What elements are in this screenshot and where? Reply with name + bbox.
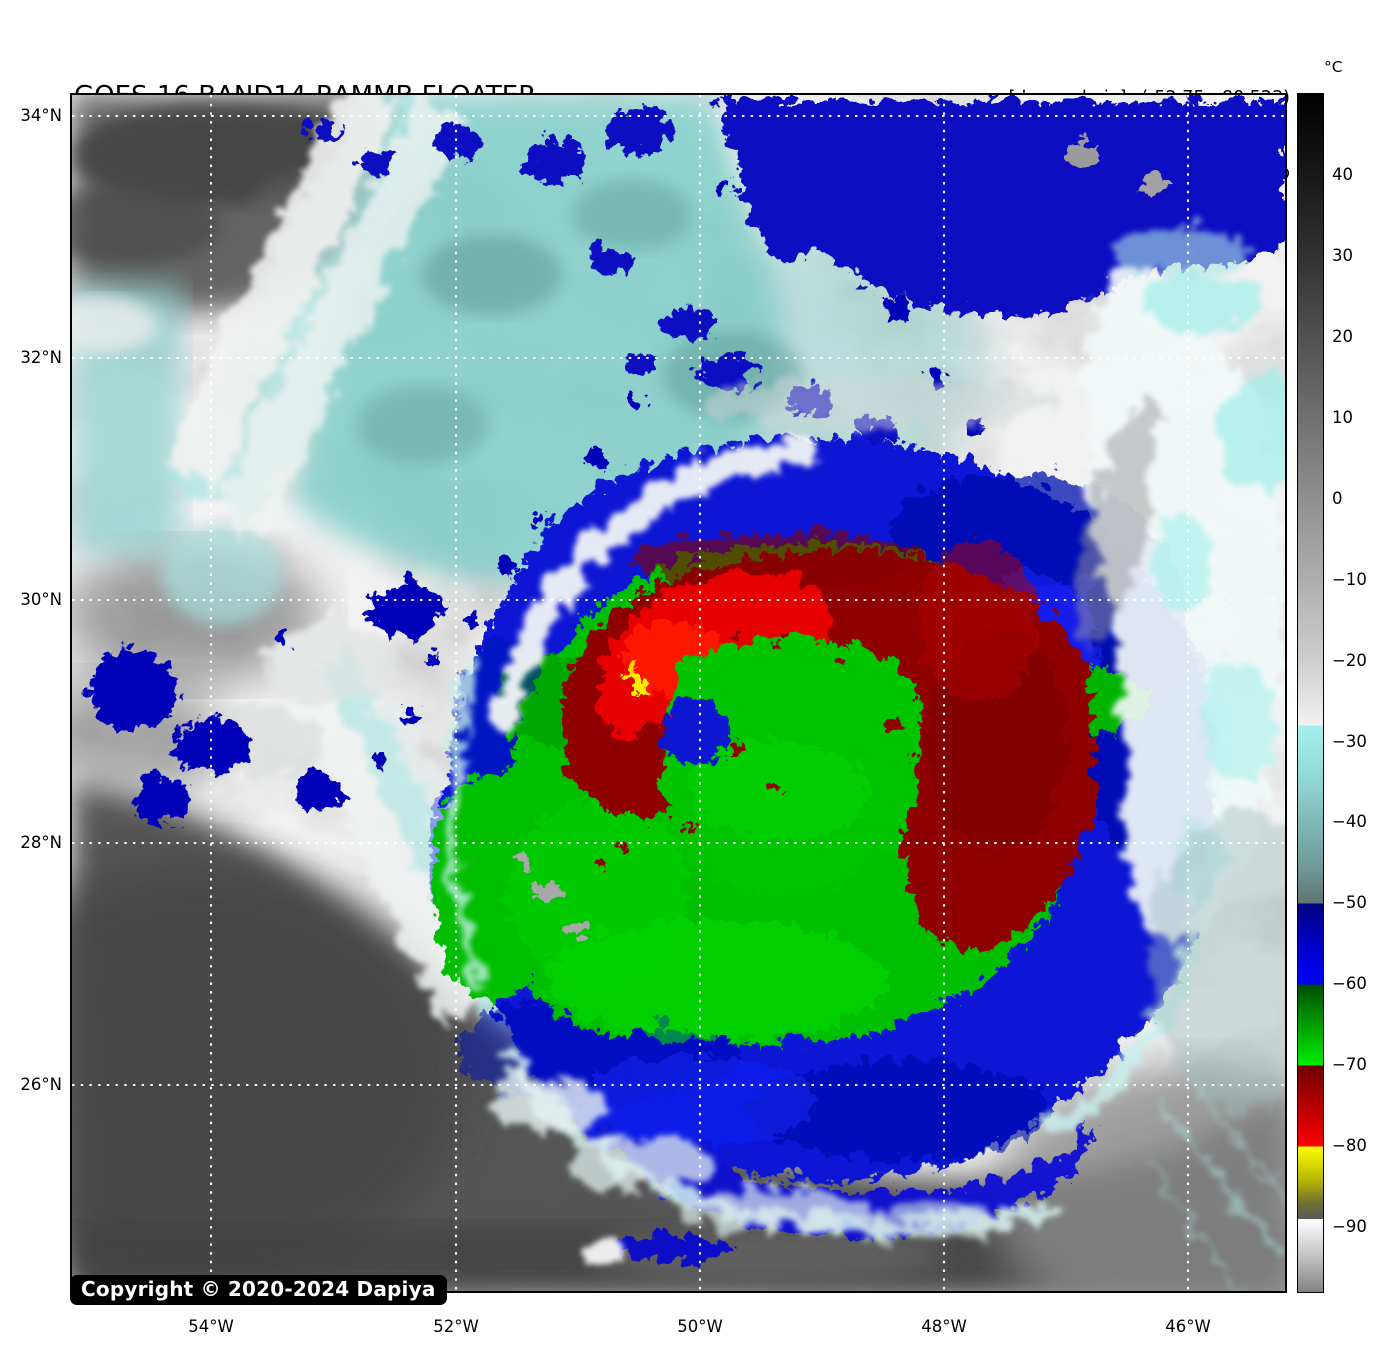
storm-inner-moat xyxy=(507,623,919,933)
lat-tick-label: 30°N xyxy=(20,590,62,609)
gray-warm-holes xyxy=(507,848,584,933)
lon-tick-label: 48°W xyxy=(921,1317,967,1336)
satellite-map: Copyright © 2020-2024 Dapiya xyxy=(70,93,1287,1305)
lon-tick-label: 46°W xyxy=(1165,1317,1211,1336)
east-white-swath xyxy=(1068,220,1285,1287)
lon-tick-label: 52°W xyxy=(433,1317,479,1336)
colorbar-tick-label: −30 xyxy=(1332,731,1367,751)
lat-tick-label: 32°N xyxy=(20,348,62,367)
colorbar xyxy=(1297,93,1324,1293)
colorbar-tick-label: −10 xyxy=(1332,569,1367,589)
colorbar-tick-label: −40 xyxy=(1332,812,1367,832)
colorbar-tick-label: −90 xyxy=(1332,1216,1367,1236)
colorbar-tick-label: 40 xyxy=(1332,165,1353,185)
lon-tick-label: 54°W xyxy=(188,1317,234,1336)
lon-tick-label: 50°W xyxy=(677,1317,723,1336)
graticule xyxy=(72,95,1285,1291)
colorbar-tick-label: −60 xyxy=(1332,974,1367,994)
colorbar-tick-label: 20 xyxy=(1332,327,1353,347)
colorbar-tick-label: 30 xyxy=(1332,246,1353,266)
colorbar-tick-label: −80 xyxy=(1332,1135,1367,1155)
lat-tick-label: 34°N xyxy=(20,106,62,125)
copyright-badge: Copyright © 2020-2024 Dapiya xyxy=(70,1275,447,1305)
colorbar-tick-label: 0 xyxy=(1332,488,1343,508)
white-cloud-bands xyxy=(153,95,563,1047)
lat-tick-label: 28°N xyxy=(20,833,62,852)
colorbar-tick-label: 10 xyxy=(1332,408,1353,427)
colorbar-tick-label: −50 xyxy=(1332,893,1367,913)
satellite-imagery xyxy=(72,95,1285,1291)
colorbar-tick-label: −20 xyxy=(1332,650,1367,670)
colorbar-unit: °C xyxy=(1324,58,1343,76)
colorbar-tick-label: −70 xyxy=(1332,1055,1367,1075)
lat-tick-label: 26°N xyxy=(20,1075,62,1094)
storm-eye xyxy=(618,653,640,690)
